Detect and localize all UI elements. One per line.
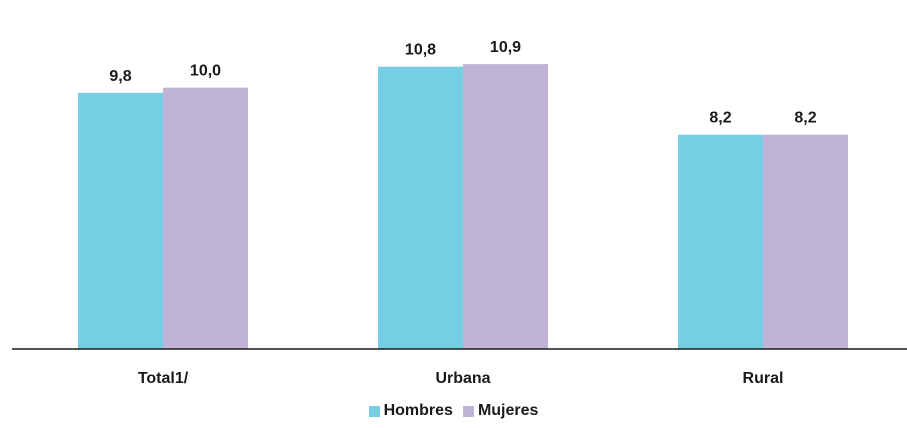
bar-chart: 9,8 10,0 10,8 10,9 8,2 8,2 Total1/Urbana Rural bbox=[12, 39, 907, 387]
bars-group bbox=[78, 64, 848, 350]
value-labels-group: 9,8 10,0 10,8 10,9 8,2 8,2 bbox=[109, 39, 816, 127]
category-labels-group: Total1/Urbana Rural bbox=[138, 370, 784, 387]
legend-label-mujeres: Mujeres bbox=[477, 402, 539, 419]
bar-mujeres-rural bbox=[763, 134, 848, 349]
legend-item-hombres: Hombres bbox=[368, 402, 453, 420]
category-label-urbana: Urbana bbox=[435, 370, 490, 387]
legend-label-hombres: Hombres bbox=[383, 402, 453, 419]
legend-swatch-mujeres bbox=[462, 405, 474, 417]
bar-hombres-total1 bbox=[78, 92, 163, 349]
legend-swatch-hombres bbox=[368, 405, 380, 417]
value-label-mujeres-total1: 10,0 bbox=[190, 63, 221, 80]
value-label-hombres-total1: 9,8 bbox=[109, 68, 131, 85]
value-label-mujeres-urbana: 10,9 bbox=[490, 39, 521, 56]
category-label-total1: Total1/ bbox=[138, 370, 189, 387]
bar-mujeres-total1 bbox=[163, 87, 248, 350]
value-label-hombres-urbana: 10,8 bbox=[405, 42, 436, 59]
bar-hombres-rural bbox=[678, 134, 763, 349]
value-label-hombres-rural: 8,2 bbox=[709, 110, 731, 127]
legend-item-mujeres: Mujeres bbox=[462, 402, 539, 420]
bar-mujeres-urbana bbox=[463, 64, 548, 349]
bar-hombres-urbana bbox=[378, 66, 463, 350]
value-label-mujeres-rural: 8,2 bbox=[794, 110, 816, 127]
legend: Hombres Mujeres bbox=[0, 402, 907, 420]
category-label-rural: Rural bbox=[743, 370, 784, 387]
